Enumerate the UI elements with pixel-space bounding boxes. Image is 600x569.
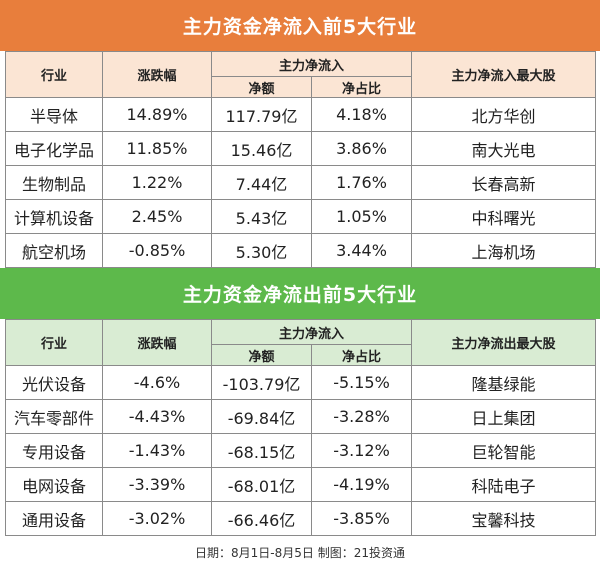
- footer-caption: 日期：8月1日-8月5日 制图：21投资通: [195, 546, 405, 560]
- net-amount-cell: -69.84亿: [211, 399, 312, 434]
- outflow-header-industry: 行业: [5, 319, 103, 366]
- net-amount-cell: 117.79亿: [211, 97, 312, 132]
- industry-cell: 计算机设备: [5, 199, 103, 234]
- change-cell: 14.89%: [102, 97, 212, 132]
- industry-cell: 半导体: [5, 97, 103, 132]
- net-amount-cell: -103.79亿: [211, 365, 312, 400]
- inflow-header-top-stock: 主力净流入最大股: [411, 51, 597, 98]
- table-row: 专用设备 -1.43% -68.15亿 -3.12% 巨轮智能: [5, 433, 597, 468]
- net-amount-cell: -68.01亿: [211, 467, 312, 502]
- table-row: 电网设备 -3.39% -68.01亿 -4.19% 科陆电子: [5, 467, 597, 502]
- industry-cell: 光伏设备: [5, 365, 103, 400]
- industry-cell: 专用设备: [5, 433, 103, 468]
- outflow-header-change: 涨跌幅: [102, 319, 212, 366]
- outflow-header-main-net: 主力净流入: [210, 319, 413, 345]
- inflow-header-main-net: 主力净流入: [210, 51, 413, 77]
- net-ratio-cell: 1.76%: [310, 165, 413, 200]
- table-row: 计算机设备 2.45% 5.43亿 1.05% 中科曙光: [5, 199, 597, 234]
- change-cell: 1.22%: [102, 165, 212, 200]
- top-stock-cell: 北方华创: [411, 97, 597, 132]
- inflow-header-change: 涨跌幅: [102, 51, 212, 98]
- top-stock-cell: 南大光电: [411, 131, 597, 166]
- change-cell: -3.02%: [102, 501, 212, 536]
- industry-cell: 生物制品: [5, 165, 103, 200]
- change-cell: -4.6%: [102, 365, 212, 400]
- net-ratio-cell: -3.12%: [310, 433, 413, 468]
- table-row: 半导体 14.89% 117.79亿 4.18% 北方华创: [5, 97, 597, 132]
- top-stock-cell: 长春高新: [411, 165, 597, 200]
- net-amount-cell: 15.46亿: [211, 131, 312, 166]
- top-stock-cell: 中科曙光: [411, 199, 597, 234]
- table-row: 航空机场 -0.85% 5.30亿 3.44% 上海机场: [5, 233, 597, 268]
- net-amount-cell: 7.44亿: [211, 165, 312, 200]
- net-amount-cell: 5.43亿: [211, 199, 312, 234]
- top-stock-cell: 巨轮智能: [411, 433, 597, 468]
- net-ratio-cell: 3.86%: [310, 131, 413, 166]
- net-ratio-cell: -3.85%: [310, 501, 413, 536]
- change-cell: 11.85%: [102, 131, 212, 166]
- top-stock-cell: 上海机场: [411, 233, 597, 268]
- net-amount-cell: 5.30亿: [211, 233, 312, 268]
- net-amount-cell: -68.15亿: [211, 433, 312, 468]
- inflow-title: 主力资金净流入前5大行业: [0, 0, 600, 51]
- inflow-header-net-ratio: 净占比: [310, 76, 413, 98]
- change-cell: -1.43%: [102, 433, 212, 468]
- outflow-header-top-stock: 主力净流出最大股: [411, 319, 597, 366]
- table-row: 生物制品 1.22% 7.44亿 1.76% 长春高新: [5, 165, 597, 200]
- outflow-header-net-amount: 净额: [211, 344, 312, 366]
- change-cell: 2.45%: [102, 199, 212, 234]
- net-ratio-cell: -3.28%: [310, 399, 413, 434]
- change-cell: -3.39%: [102, 467, 212, 502]
- net-amount-cell: -66.46亿: [211, 501, 312, 536]
- top-stock-cell: 隆基绿能: [411, 365, 597, 400]
- table-row: 汽车零部件 -4.43% -69.84亿 -3.28% 日上集团: [5, 399, 597, 434]
- table-row: 电子化学品 11.85% 15.46亿 3.86% 南大光电: [5, 131, 597, 166]
- industry-cell: 电子化学品: [5, 131, 103, 166]
- net-ratio-cell: -4.19%: [310, 467, 413, 502]
- outflow-title: 主力资金净流出前5大行业: [0, 268, 600, 319]
- top-stock-cell: 日上集团: [411, 399, 597, 434]
- net-ratio-cell: 4.18%: [310, 97, 413, 132]
- net-ratio-cell: 1.05%: [310, 199, 413, 234]
- industry-cell: 航空机场: [5, 233, 103, 268]
- industry-cell: 汽车零部件: [5, 399, 103, 434]
- net-ratio-cell: -5.15%: [310, 365, 413, 400]
- industry-cell: 通用设备: [5, 501, 103, 536]
- inflow-header-net-amount: 净额: [211, 76, 312, 98]
- change-cell: -4.43%: [102, 399, 212, 434]
- top-stock-cell: 宝馨科技: [411, 501, 597, 536]
- change-cell: -0.85%: [102, 233, 212, 268]
- industry-cell: 电网设备: [5, 467, 103, 502]
- net-ratio-cell: 3.44%: [310, 233, 413, 268]
- outflow-header-net-ratio: 净占比: [310, 344, 413, 366]
- inflow-table: 行业 涨跌幅 主力净流入 主力净流入最大股 净额 净占比 半导体 14.89% …: [5, 51, 597, 268]
- table-row: 光伏设备 -4.6% -103.79亿 -5.15% 隆基绿能: [5, 365, 597, 400]
- table-row: 通用设备 -3.02% -66.46亿 -3.85% 宝馨科技: [5, 501, 597, 536]
- top-stock-cell: 科陆电子: [411, 467, 597, 502]
- outflow-table: 行业 涨跌幅 主力净流入 主力净流出最大股 净额 净占比 光伏设备 -4.6% …: [5, 319, 597, 536]
- inflow-header-industry: 行业: [5, 51, 103, 98]
